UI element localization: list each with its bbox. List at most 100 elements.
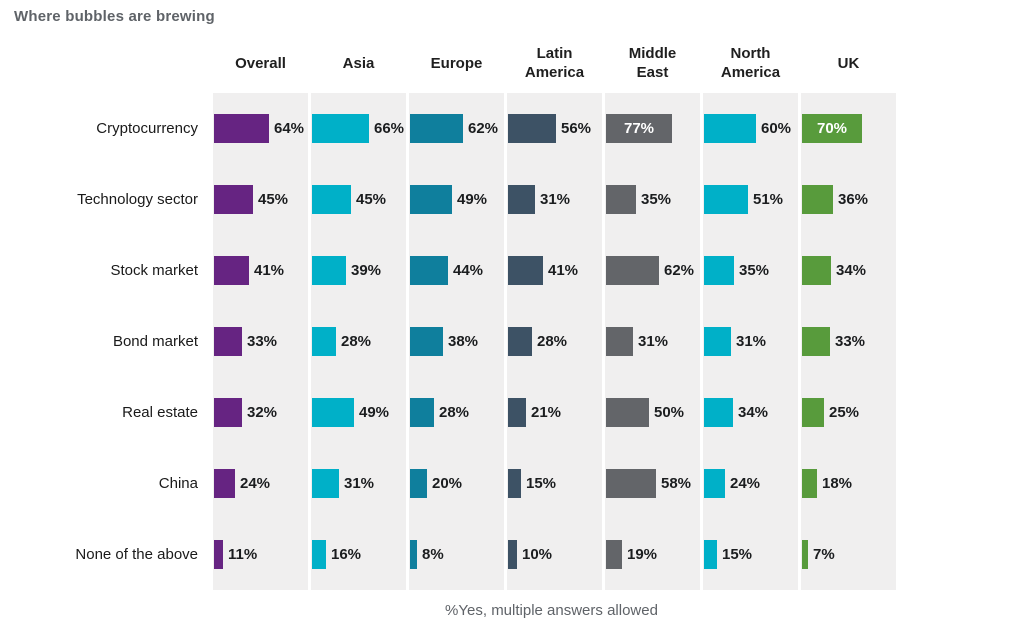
- column-header-label: UK: [837, 54, 860, 72]
- value-label: 62%: [468, 120, 499, 137]
- bar-cell-overall-technology-sector: 45%: [213, 164, 308, 235]
- bar-cell-middle-east-china: 58%: [605, 448, 700, 519]
- value-label: 64%: [274, 120, 305, 137]
- bar-asia-technology-sector: [312, 185, 351, 214]
- bar-europe-technology-sector: [410, 185, 452, 214]
- grid-corner: [14, 35, 210, 93]
- value-label: 66%: [374, 120, 405, 137]
- bar-cell-middle-east-bond-market: 31%: [605, 306, 700, 377]
- column-header-asia: Asia: [311, 35, 406, 93]
- bar-cell-asia-none-of-the-above: 16%: [311, 519, 406, 590]
- value-label: 60%: [761, 120, 792, 137]
- column-header-label: Middle East: [628, 45, 677, 81]
- bar-cell-north-america-real-estate: 34%: [703, 377, 798, 448]
- value-label: 56%: [561, 120, 592, 137]
- value-label: 50%: [654, 404, 685, 421]
- bar-cell-overall-none-of-the-above: 11%: [213, 519, 308, 590]
- value-label: 24%: [240, 475, 271, 492]
- bar-cell-north-america-none-of-the-above: 15%: [703, 519, 798, 590]
- bar-latin-america-none-of-the-above: [508, 540, 517, 569]
- bar-asia-china: [312, 469, 339, 498]
- bar-cell-latin-america-none-of-the-above: 10%: [507, 519, 602, 590]
- bar-cell-overall-bond-market: 33%: [213, 306, 308, 377]
- value-label: 77%: [623, 120, 655, 137]
- value-label: 49%: [457, 191, 488, 208]
- bar-cell-overall-stock-market: 41%: [213, 235, 308, 306]
- value-label: 35%: [641, 191, 672, 208]
- row-label-real-estate: Real estate: [122, 404, 198, 421]
- bar-middle-east-cryptocurrency: 77%: [606, 114, 672, 143]
- bar-cell-latin-america-real-estate: 21%: [507, 377, 602, 448]
- bar-cell-asia-technology-sector: 45%: [311, 164, 406, 235]
- bar-cell-asia-real-estate: 49%: [311, 377, 406, 448]
- value-label: 16%: [331, 546, 362, 563]
- bar-uk-real-estate: [802, 398, 824, 427]
- column-header-latin-america: Latin America: [507, 35, 602, 93]
- column-header-label: Asia: [342, 54, 375, 72]
- bar-latin-america-bond-market: [508, 327, 532, 356]
- column-header-overall: Overall: [213, 35, 308, 93]
- column-header-middle-east: Middle East: [605, 35, 700, 93]
- bar-cell-north-america-stock-market: 35%: [703, 235, 798, 306]
- bar-asia-bond-market: [312, 327, 336, 356]
- bar-cell-overall-china: 24%: [213, 448, 308, 519]
- bar-middle-east-none-of-the-above: [606, 540, 622, 569]
- bar-cell-europe-technology-sector: 49%: [409, 164, 504, 235]
- value-label: 10%: [522, 546, 553, 563]
- bar-cell-europe-china: 20%: [409, 448, 504, 519]
- bar-north-america-technology-sector: [704, 185, 748, 214]
- bar-overall-china: [214, 469, 235, 498]
- bar-cell-uk-bond-market: 33%: [801, 306, 896, 377]
- bar-uk-stock-market: [802, 256, 831, 285]
- bar-cell-asia-stock-market: 39%: [311, 235, 406, 306]
- value-label: 7%: [813, 546, 835, 563]
- bar-cell-asia-bond-market: 28%: [311, 306, 406, 377]
- bar-cell-latin-america-stock-market: 41%: [507, 235, 602, 306]
- bar-asia-cryptocurrency: [312, 114, 369, 143]
- bar-europe-none-of-the-above: [410, 540, 417, 569]
- column-header-uk: UK: [801, 35, 896, 93]
- value-label: 31%: [736, 333, 767, 350]
- value-label: 32%: [247, 404, 278, 421]
- value-label: 20%: [432, 475, 463, 492]
- bubble-survey-grid: Overall Asia Europe Latin America Middle Eas…: [14, 35, 1024, 590]
- bar-latin-america-real-estate: [508, 398, 526, 427]
- bar-cell-middle-east-none-of-the-above: 19%: [605, 519, 700, 590]
- bar-north-america-bond-market: [704, 327, 731, 356]
- value-label: 28%: [341, 333, 372, 350]
- value-label: 33%: [247, 333, 278, 350]
- bar-cell-latin-america-china: 15%: [507, 448, 602, 519]
- bar-uk-none-of-the-above: [802, 540, 808, 569]
- bar-cell-north-america-bond-market: 31%: [703, 306, 798, 377]
- bar-europe-china: [410, 469, 427, 498]
- value-label: 34%: [738, 404, 769, 421]
- bar-cell-uk-stock-market: 34%: [801, 235, 896, 306]
- value-label: 11%: [228, 546, 258, 563]
- column-header-europe: Europe: [409, 35, 504, 93]
- value-label: 45%: [258, 191, 289, 208]
- value-label: 19%: [627, 546, 658, 563]
- value-label: 62%: [664, 262, 695, 279]
- bar-cell-europe-bond-market: 38%: [409, 306, 504, 377]
- value-label: 58%: [661, 475, 692, 492]
- bar-overall-real-estate: [214, 398, 242, 427]
- bar-cell-uk-cryptocurrency: 70%: [801, 93, 896, 164]
- value-label: 31%: [344, 475, 375, 492]
- bar-cell-north-america-technology-sector: 51%: [703, 164, 798, 235]
- value-label: 35%: [739, 262, 770, 279]
- bar-europe-stock-market: [410, 256, 448, 285]
- row-label-stock-market: Stock market: [110, 262, 198, 279]
- bar-uk-cryptocurrency: 70%: [802, 114, 862, 143]
- bar-latin-america-stock-market: [508, 256, 543, 285]
- column-header-north-america: North America: [703, 35, 798, 93]
- bar-north-america-stock-market: [704, 256, 734, 285]
- bar-cell-overall-cryptocurrency: 64%: [213, 93, 308, 164]
- column-header-label: Latin America: [524, 45, 585, 81]
- bar-cell-uk-none-of-the-above: 7%: [801, 519, 896, 590]
- bar-cell-uk-technology-sector: 36%: [801, 164, 896, 235]
- value-label: 39%: [351, 262, 382, 279]
- bar-middle-east-china: [606, 469, 656, 498]
- bar-cell-uk-china: 18%: [801, 448, 896, 519]
- bar-cell-asia-cryptocurrency: 66%: [311, 93, 406, 164]
